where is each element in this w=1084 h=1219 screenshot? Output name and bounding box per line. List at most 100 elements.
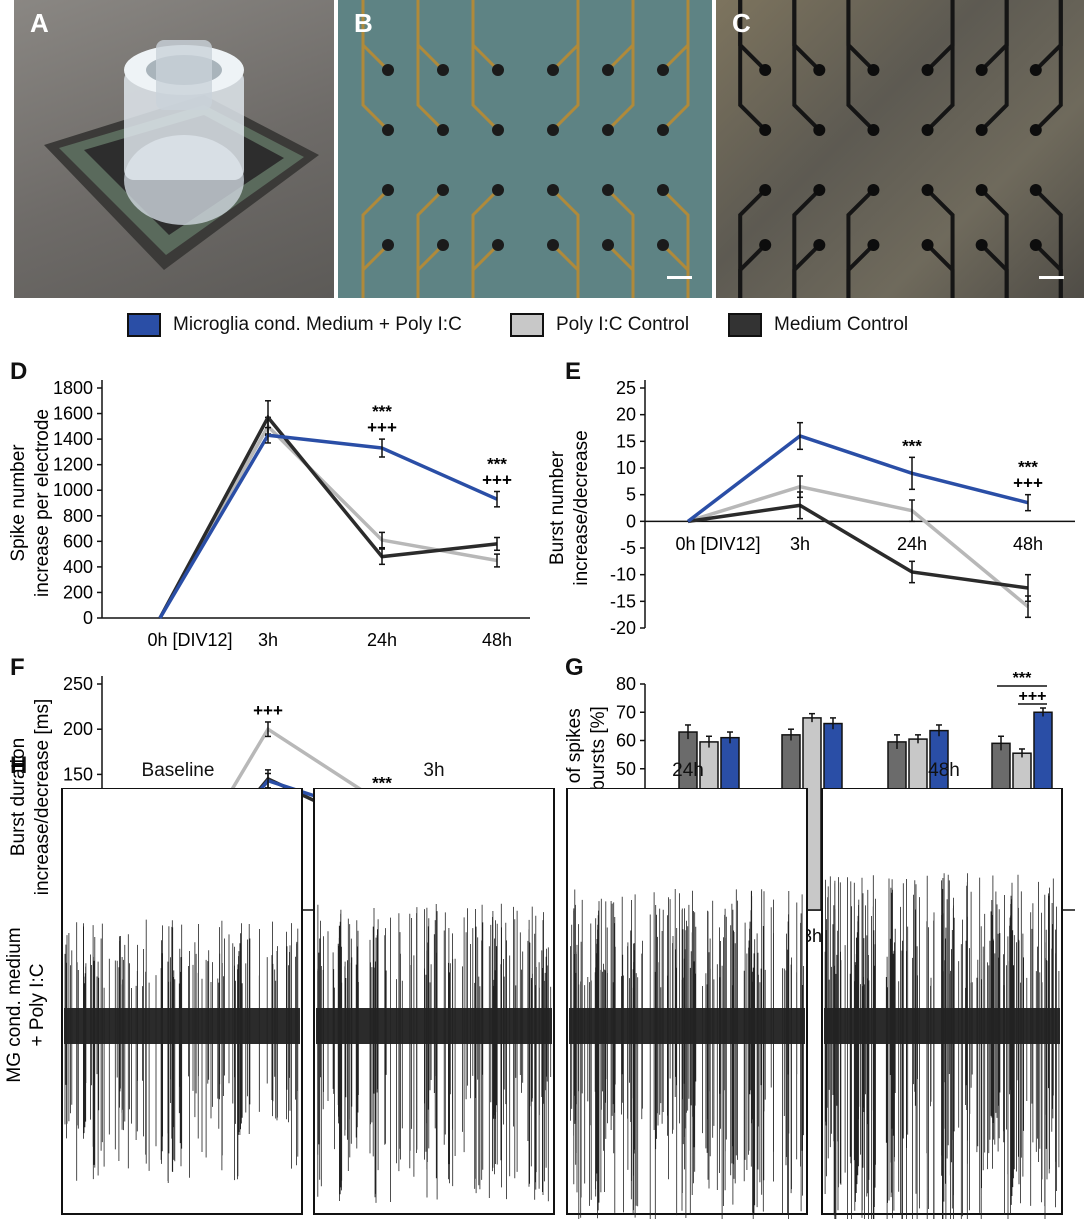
legend-item-mg: Microglia cond. Medium + Poly I:C [127, 313, 462, 337]
electrode-pad [547, 64, 559, 76]
y-axis-label: Burst number [547, 450, 568, 565]
x-tick-label: 24h [897, 534, 927, 554]
significance-label: +++ [482, 471, 512, 490]
electrode-pad [759, 124, 772, 136]
trace-noise-band [569, 1008, 805, 1044]
traces-ylabel: MG cond. medium + Poly I:C [4, 927, 48, 1082]
electrode-trace [846, 0, 875, 72]
y-tick-label: 20 [616, 405, 636, 425]
significance-label: *** [1018, 458, 1038, 477]
legend: Microglia cond. Medium + Poly I:C Poly I… [0, 313, 1084, 343]
electrode-pad [547, 124, 559, 136]
photo-panel-c: C [716, 0, 1084, 298]
x-tick-label: 3h [790, 534, 810, 554]
electrode-pad [382, 64, 394, 76]
electrode-pad [921, 239, 934, 251]
legend-swatch-polyic [510, 313, 544, 337]
y-tick-label: -5 [620, 538, 636, 558]
electrode-pad [602, 184, 614, 196]
electrode-pad [759, 239, 772, 251]
panel-label-a: A [30, 8, 49, 38]
electrode-trace [926, 243, 955, 298]
electrode-pad [657, 64, 669, 76]
electrode-pad [437, 124, 449, 136]
electrode-pad [492, 124, 504, 136]
electrode-trace [606, 243, 635, 298]
x-tick-label: 48h [1013, 534, 1043, 554]
electrode-pad [813, 184, 826, 196]
y-tick-label: 1400 [53, 429, 93, 449]
legend-item-polyic: Poly I:C Control [510, 313, 689, 337]
y-tick-label: 800 [63, 506, 93, 526]
significance-label: +++ [1013, 474, 1043, 493]
electrode-pad [437, 184, 449, 196]
electrode-pad [813, 124, 826, 136]
y-tick-label: -10 [610, 565, 636, 585]
spike-trace [570, 889, 804, 1219]
electrode-trace [980, 0, 1009, 132]
y-tick-label: 0 [83, 608, 93, 628]
electrode-pad [867, 124, 880, 136]
series-line [686, 434, 1029, 523]
panel-label-h: H [10, 752, 28, 779]
electrode-trace [792, 0, 821, 132]
trace-title-baseline: Baseline [141, 760, 215, 781]
electrode-pad [437, 64, 449, 76]
electrode-pad [547, 239, 559, 251]
y-tick-label: 5 [626, 485, 636, 505]
legend-label-mg: Microglia cond. Medium + Poly I:C [173, 314, 462, 335]
electrode-trace [926, 0, 955, 72]
electrode-trace [980, 0, 1009, 72]
y-tick-label: -20 [610, 618, 636, 638]
x-tick-label: 0h [DIV12] [675, 534, 760, 554]
electrode-pad [602, 124, 614, 136]
y-axis-label: increase/decrease [571, 430, 592, 585]
electrode-trace [661, 243, 690, 298]
electrode-trace [606, 0, 635, 132]
electrode-pad [437, 239, 449, 251]
spike-trace [317, 903, 552, 1203]
photo-panel-a: A [14, 0, 334, 298]
electrode-trace [738, 243, 767, 298]
electrode-pad [921, 124, 934, 136]
significance-label: *** [487, 455, 507, 474]
panel-label-e: E [565, 358, 582, 385]
trace-title-48h: 48h [928, 760, 960, 781]
electrode-pad [921, 64, 934, 76]
cell-culture-photo [738, 0, 1064, 298]
electrode-trace [846, 0, 875, 132]
legend-label-medium: Medium Control [774, 314, 909, 335]
electrode-pad [1029, 64, 1042, 76]
series-line [158, 414, 498, 619]
electrode-pad [1029, 184, 1042, 196]
panel-label-c: C [732, 8, 751, 38]
y-tick-label: 400 [63, 557, 93, 577]
y-tick-label: 1600 [53, 404, 93, 424]
electrode-pad [657, 124, 669, 136]
legend-swatch-mg [127, 313, 161, 337]
electrode-pad [813, 64, 826, 76]
y-tick-label: 150 [63, 764, 93, 784]
y-axis-label: increase per electrode [32, 409, 53, 597]
legend-swatch-medium [728, 313, 762, 337]
significance-label: +++ [253, 701, 283, 720]
spike-traces [61, 788, 1063, 1219]
y-tick-label: 1000 [53, 480, 93, 500]
scale-bar [667, 276, 692, 279]
electrode-trace [1034, 243, 1063, 298]
electrode-pad [921, 184, 934, 196]
electrode-trace [361, 0, 390, 132]
panel-label-d: D [10, 358, 28, 385]
y-tick-label: 600 [63, 531, 93, 551]
y-tick-label: 1200 [53, 455, 93, 475]
electrode-trace [1034, 0, 1063, 72]
y-tick-label: 25 [616, 378, 636, 398]
electrode-trace [551, 0, 580, 72]
electrode-trace [1034, 0, 1063, 132]
significance-label: +++ [367, 418, 397, 437]
x-tick-label: 0h [DIV12] [147, 630, 232, 650]
electrode-pad [492, 64, 504, 76]
traces-ylabel-line-2: + Poly I:C [27, 964, 48, 1047]
y-tick-label: 0 [626, 511, 636, 531]
electrode-trace [738, 0, 767, 132]
